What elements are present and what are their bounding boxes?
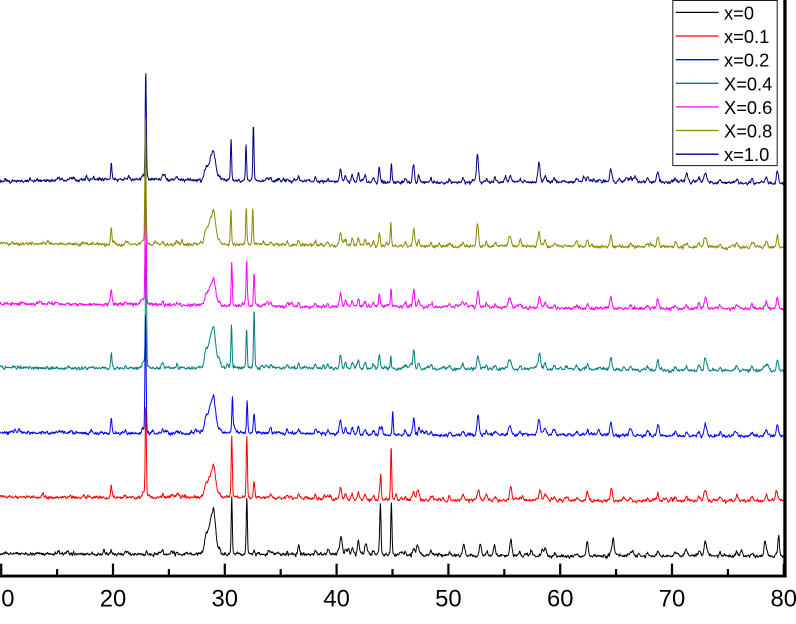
svg-text:x=0: x=0 bbox=[724, 2, 754, 23]
svg-text:X=0.6: X=0.6 bbox=[724, 97, 772, 118]
svg-text:x=1.0: x=1.0 bbox=[724, 144, 769, 165]
svg-text:x=0.2: x=0.2 bbox=[724, 50, 769, 71]
svg-text:70: 70 bbox=[659, 586, 685, 613]
svg-text:10: 10 bbox=[0, 586, 14, 613]
svg-text:20: 20 bbox=[100, 586, 126, 613]
svg-text:50: 50 bbox=[435, 586, 461, 613]
svg-text:X=0.8: X=0.8 bbox=[724, 121, 772, 142]
svg-text:30: 30 bbox=[212, 586, 238, 613]
svg-text:X=0.4: X=0.4 bbox=[724, 73, 772, 94]
svg-text:x=0.1: x=0.1 bbox=[724, 26, 769, 47]
svg-text:60: 60 bbox=[547, 586, 573, 613]
svg-text:80: 80 bbox=[771, 586, 796, 613]
svg-text:40: 40 bbox=[323, 586, 349, 613]
